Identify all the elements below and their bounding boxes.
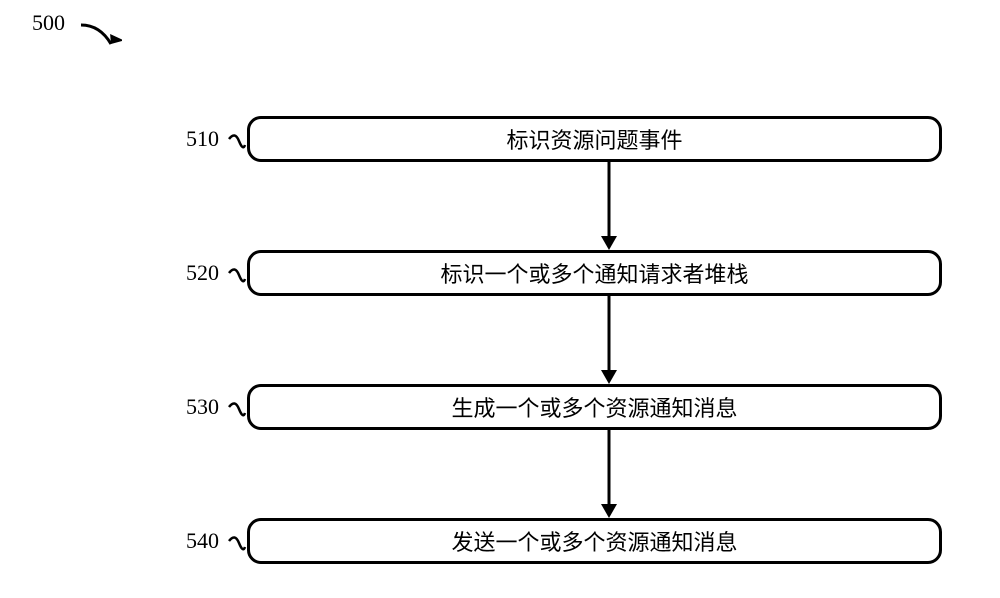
tilde-icon: [227, 387, 247, 427]
step-3-label: 生成一个或多个资源通知消息: [451, 391, 737, 423]
step-4-number: 540: [186, 528, 219, 554]
step-2-number: 520: [186, 260, 219, 286]
step-4-box: 发送一个或多个资源通知消息: [247, 518, 942, 564]
step-3-number: 530: [186, 394, 219, 420]
step-1-number: 510: [186, 126, 219, 152]
step-2-box: 标识一个或多个通知请求者堆栈: [247, 250, 942, 296]
step-1-label: 标识资源问题事件: [506, 123, 682, 155]
connector-2: [599, 296, 619, 384]
figure-label: 500: [32, 10, 65, 36]
step-3-box: 生成一个或多个资源通知消息: [247, 384, 942, 430]
tilde-icon: [227, 119, 247, 159]
step-1-box: 标识资源问题事件: [247, 116, 942, 162]
tilde-icon: [227, 253, 247, 293]
connector-3: [599, 430, 619, 518]
step-1: 510 标识资源问题事件: [186, 116, 942, 162]
step-2: 520 标识一个或多个通知请求者堆栈: [186, 250, 942, 296]
step-4: 540 发送一个或多个资源通知消息: [186, 518, 942, 564]
step-2-label: 标识一个或多个通知请求者堆栈: [440, 257, 748, 289]
tilde-icon: [227, 521, 247, 561]
figure-arrow-icon: [78, 22, 122, 56]
step-4-label: 发送一个或多个资源通知消息: [451, 525, 737, 557]
step-3: 530 生成一个或多个资源通知消息: [186, 384, 942, 430]
connector-1: [599, 162, 619, 250]
